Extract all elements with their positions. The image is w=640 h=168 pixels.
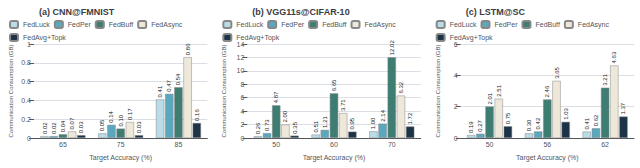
svg-text:FedAsync: FedAsync [578,21,610,29]
svg-text:0: 0 [454,135,458,142]
svg-text:Communication Consumption (GB): Communication Consumption (GB) [435,44,441,137]
svg-text:0.03: 0.03 [78,121,84,133]
svg-text:6: 6 [240,94,244,101]
svg-text:0.02: 0.02 [42,122,48,134]
svg-text:FedAvg+Topk: FedAvg+Topk [450,34,493,42]
svg-text:0.30: 0.30 [526,119,532,131]
svg-text:0.35: 0.35 [292,121,298,133]
svg-text:FedPer: FedPer [281,21,305,28]
svg-text:8: 8 [240,81,244,88]
svg-text:0.19: 0.19 [468,121,474,133]
svg-text:FedLuck: FedLuck [236,21,263,28]
svg-text:FedAsync: FedAsync [151,21,183,29]
svg-text:3.21: 3.21 [602,73,608,85]
svg-text:10: 10 [237,67,245,74]
svg-text:4: 4 [240,108,244,115]
svg-text:6: 6 [454,41,458,48]
svg-text:0.04: 0.04 [60,120,66,132]
svg-text:62: 62 [601,141,609,148]
svg-text:1.00: 1.00 [370,117,376,129]
svg-text:0.02: 0.02 [51,122,57,134]
svg-text:0.10: 0.10 [118,114,124,126]
svg-text:FedBuff: FedBuff [535,21,559,28]
svg-text:2.00: 2.00 [282,110,288,122]
svg-text:1.72: 1.72 [407,112,413,124]
svg-text:75: 75 [117,141,125,148]
svg-text:2: 2 [240,121,244,128]
svg-text:6.65: 6.65 [331,79,337,91]
svg-text:1.21: 1.21 [322,116,328,128]
svg-text:0.41: 0.41 [157,85,163,97]
svg-text:0.26: 0.26 [255,122,261,134]
svg-text:12.02: 12.02 [389,40,395,56]
svg-text:3.71: 3.71 [340,99,346,111]
svg-text:0.42: 0.42 [535,117,541,129]
svg-text:(b) VGG11s@CIFAR-10: (b) VGG11s@CIFAR-10 [252,7,349,17]
svg-text:65: 65 [59,141,67,148]
svg-text:85: 85 [175,141,183,148]
svg-text:0.6: 0.6 [21,78,31,85]
svg-text:0.51: 0.51 [313,120,319,132]
svg-text:0.54: 0.54 [175,73,181,85]
svg-text:FedAvg+Topk: FedAvg+Topk [23,34,66,42]
svg-text:Target Accuracy (%): Target Accuracy (%) [303,154,366,162]
svg-text:(a) CNN@FMNIST: (a) CNN@FMNIST [39,7,115,17]
svg-text:4.63: 4.63 [611,51,617,63]
svg-text:FedPer: FedPer [495,21,519,28]
svg-text:FedAsync: FedAsync [365,21,397,29]
svg-text:Target Accuracy (%): Target Accuracy (%) [516,154,579,162]
svg-text:(c) LSTM@SC: (c) LSTM@SC [466,7,526,17]
svg-text:0.2: 0.2 [21,116,31,123]
svg-text:1.37: 1.37 [620,102,626,114]
svg-text:0.03: 0.03 [136,121,142,133]
svg-text:0.17: 0.17 [127,108,133,120]
svg-text:0.27: 0.27 [477,119,483,131]
svg-text:FedPer: FedPer [68,21,92,28]
svg-text:0.8: 0.8 [21,59,31,66]
svg-text:4: 4 [454,72,458,79]
svg-text:Communication Consumption (GB): Communication Consumption (GB) [221,44,227,137]
svg-text:0.95: 0.95 [349,117,355,129]
svg-text:4.87: 4.87 [273,91,279,103]
svg-text:2.46: 2.46 [544,85,550,97]
svg-text:Target Accuracy (%): Target Accuracy (%) [89,154,152,162]
svg-text:2.14: 2.14 [380,109,386,121]
svg-text:0.14: 0.14 [108,110,114,122]
svg-text:14: 14 [237,41,245,48]
svg-text:70: 70 [388,141,396,148]
svg-text:0.41: 0.41 [584,117,590,129]
svg-text:FedBuff: FedBuff [322,21,346,28]
svg-text:60: 60 [330,141,338,148]
svg-text:50: 50 [486,141,494,148]
svg-text:0: 0 [240,135,244,142]
svg-text:FedAvg+Topk: FedAvg+Topk [236,34,279,42]
svg-text:Communication Consumption (GB): Communication Consumption (GB) [8,44,14,137]
svg-text:1: 1 [27,41,31,48]
svg-text:0.73: 0.73 [264,119,270,131]
svg-text:12: 12 [237,54,245,61]
svg-text:0.05: 0.05 [99,119,105,131]
svg-text:2.51: 2.51 [496,84,502,96]
svg-text:FedLuck: FedLuck [23,21,50,28]
svg-text:2: 2 [454,103,458,110]
svg-text:0.62: 0.62 [593,114,599,126]
svg-text:0.16: 0.16 [194,109,200,121]
svg-text:3.65: 3.65 [554,66,560,78]
svg-text:0.4: 0.4 [21,97,31,104]
svg-text:0.47: 0.47 [166,79,172,91]
svg-text:FedLuck: FedLuck [450,21,477,28]
svg-text:56: 56 [543,141,551,148]
svg-text:1.03: 1.03 [563,108,569,120]
svg-text:0: 0 [27,135,31,142]
svg-text:0.86: 0.86 [185,43,191,55]
svg-text:2.01: 2.01 [487,92,493,104]
svg-text:6.32: 6.32 [398,81,404,93]
svg-text:FedBuff: FedBuff [109,21,133,28]
svg-text:0.75: 0.75 [505,112,511,124]
svg-text:50: 50 [272,141,280,148]
svg-text:0.07: 0.07 [69,117,75,129]
